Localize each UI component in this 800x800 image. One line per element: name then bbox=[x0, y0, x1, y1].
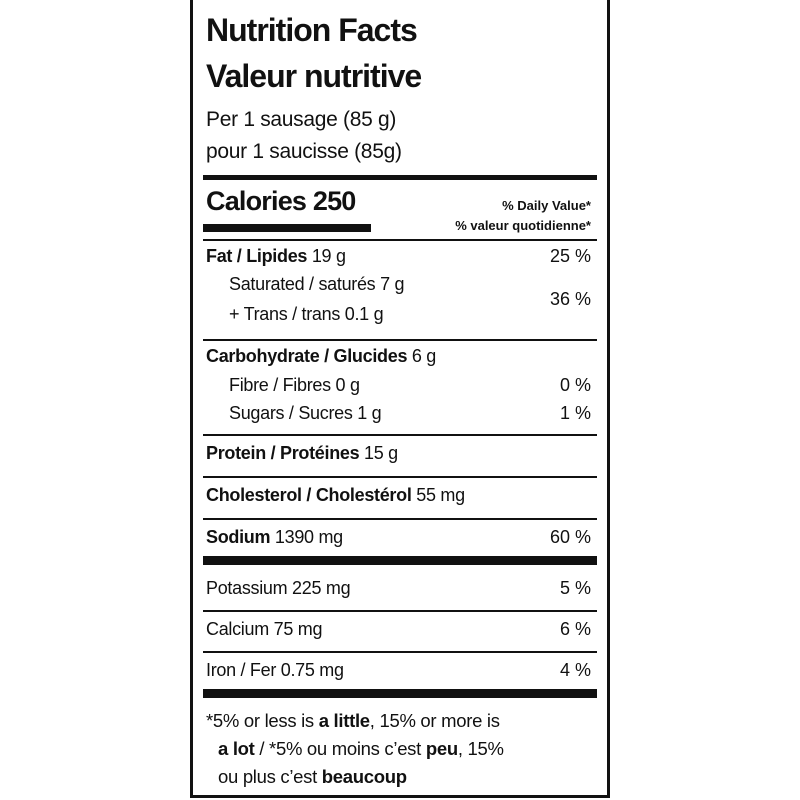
nutrient: Iron / Fer bbox=[206, 660, 277, 680]
rule bbox=[203, 175, 597, 180]
amount: 225 mg bbox=[292, 578, 351, 598]
nutrient: + Trans / trans bbox=[229, 304, 341, 324]
title: Nutrition Facts bbox=[206, 12, 418, 48]
amount: 1 g bbox=[357, 403, 382, 423]
rule bbox=[203, 239, 597, 241]
amount: 0.1 g bbox=[344, 304, 384, 324]
nutrient: Calcium bbox=[206, 619, 269, 639]
dv: 6 % bbox=[559, 619, 591, 639]
footnote-text: beaucoup bbox=[321, 766, 407, 787]
amount: 1390 mg bbox=[274, 527, 343, 547]
row: Fibre / Fibres 0 g bbox=[229, 375, 360, 396]
rule bbox=[203, 518, 597, 520]
amount: 75 mg bbox=[273, 619, 323, 639]
amount: 15 g bbox=[364, 443, 398, 463]
serving: Per 1 sausage (85 g) bbox=[206, 108, 397, 131]
row: Protein / Protéines 15 g bbox=[206, 443, 398, 464]
nutrient: Fibre / Fibres bbox=[229, 375, 331, 395]
nutrient: Potassium bbox=[206, 578, 288, 598]
serving: pour 1 saucisse (85g) bbox=[206, 140, 402, 163]
dv: 36 % bbox=[549, 289, 591, 309]
dv: 25 % bbox=[549, 246, 591, 266]
amount: 7 g bbox=[380, 274, 405, 294]
nutrition-label: Nutrition Facts Valeur nutritive Per 1 s… bbox=[190, 0, 610, 798]
nutrient: Fat / Lipides bbox=[206, 246, 308, 266]
rule bbox=[203, 610, 597, 612]
rule bbox=[203, 434, 597, 436]
rule bbox=[203, 651, 597, 653]
footnote-text: , 15% or more is bbox=[369, 710, 500, 731]
dv: 0 % bbox=[559, 375, 591, 395]
nutrient: Cholesterol / Cholestérol bbox=[206, 485, 412, 505]
amount: 55 mg bbox=[416, 485, 465, 505]
rule bbox=[203, 224, 371, 232]
rule bbox=[203, 556, 597, 565]
title: Valeur nutritive bbox=[206, 58, 422, 94]
dv: 1 % bbox=[559, 403, 591, 423]
row: Sugars / Sucres 1 g bbox=[229, 403, 382, 424]
footnote-text: , 15% bbox=[457, 738, 504, 759]
footnote: *5% or less is a little, 15% or more is a… bbox=[206, 707, 504, 791]
calories-label: Calories bbox=[206, 186, 307, 216]
nutrient: Protein / Protéines bbox=[206, 443, 360, 463]
row: Calcium 75 mg bbox=[206, 619, 322, 640]
row: + Trans / trans 0.1 g bbox=[229, 304, 384, 325]
row: Potassium 225 mg bbox=[206, 578, 351, 599]
rule bbox=[203, 339, 597, 341]
daily-value-header: % valeur quotidienne* bbox=[455, 218, 591, 233]
row: Fat / Lipides 19 g bbox=[206, 246, 346, 267]
calories-amount: 250 bbox=[312, 186, 356, 216]
rule bbox=[203, 476, 597, 478]
nutrient: Sugars / Sucres bbox=[229, 403, 353, 423]
dv: 60 % bbox=[549, 527, 591, 547]
dv: 4 % bbox=[559, 660, 591, 680]
dv: 5 % bbox=[559, 578, 591, 598]
rule bbox=[203, 689, 597, 698]
row: Sodium 1390 mg bbox=[206, 527, 343, 548]
row: Saturated / saturés 7 g bbox=[229, 274, 405, 295]
nutrient: Sodium bbox=[206, 527, 271, 547]
amount: 0 g bbox=[335, 375, 360, 395]
row: Carbohydrate / Glucides 6 g bbox=[206, 346, 436, 367]
row: Cholesterol / Cholestérol 55 mg bbox=[206, 485, 465, 506]
footnote-text: / *5% ou moins c’est bbox=[254, 738, 426, 759]
footnote-text: a little bbox=[318, 710, 370, 731]
footnote-text: ou plus c’est bbox=[218, 766, 322, 787]
row: Iron / Fer 0.75 mg bbox=[206, 660, 344, 681]
amount: 6 g bbox=[411, 346, 436, 366]
nutrient: Saturated / saturés bbox=[229, 274, 376, 294]
nutrient: Carbohydrate / Glucides bbox=[206, 346, 408, 366]
amount: 19 g bbox=[311, 246, 346, 266]
footnote-text: *5% or less is bbox=[206, 710, 319, 731]
footnote-text: a lot bbox=[218, 738, 255, 759]
daily-value-header: % Daily Value* bbox=[502, 198, 591, 213]
amount: 0.75 mg bbox=[280, 660, 344, 680]
calories: Calories 250 bbox=[206, 186, 356, 217]
footnote-text: peu bbox=[425, 738, 458, 759]
